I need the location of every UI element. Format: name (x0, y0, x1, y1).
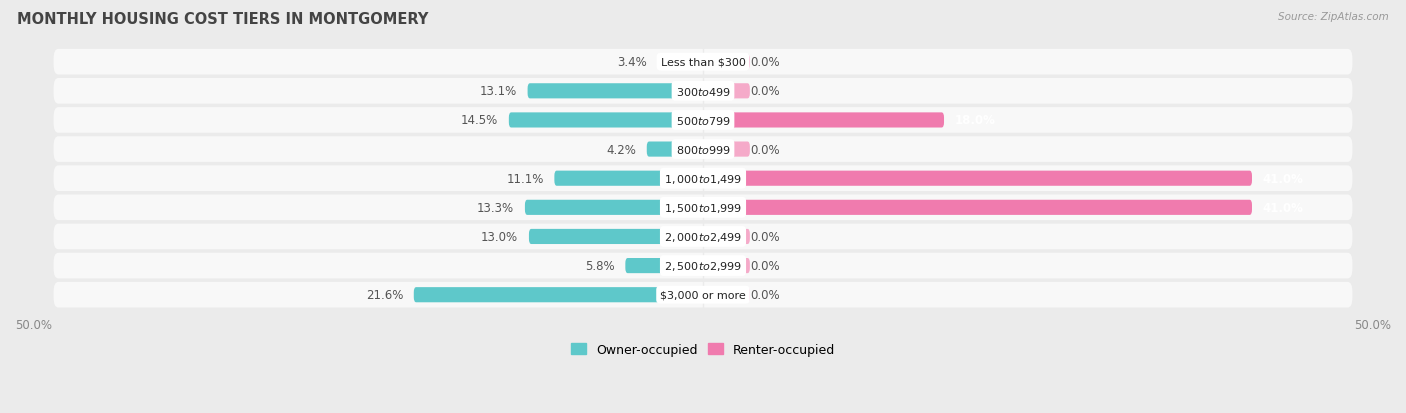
FancyBboxPatch shape (529, 229, 703, 244)
FancyBboxPatch shape (703, 229, 749, 244)
Text: 5.8%: 5.8% (585, 259, 614, 273)
Text: 4.2%: 4.2% (606, 143, 636, 156)
FancyBboxPatch shape (53, 79, 1353, 104)
FancyBboxPatch shape (524, 200, 703, 216)
Text: $300 to $499: $300 to $499 (675, 85, 731, 97)
FancyBboxPatch shape (703, 287, 749, 303)
Text: 0.0%: 0.0% (749, 230, 779, 243)
Text: 3.4%: 3.4% (617, 56, 647, 69)
Text: 13.0%: 13.0% (481, 230, 519, 243)
Text: 0.0%: 0.0% (749, 143, 779, 156)
FancyBboxPatch shape (703, 84, 749, 99)
FancyBboxPatch shape (554, 171, 703, 186)
Text: 0.0%: 0.0% (749, 259, 779, 273)
Text: 18.0%: 18.0% (955, 114, 995, 127)
FancyBboxPatch shape (658, 55, 703, 70)
Text: $500 to $799: $500 to $799 (675, 115, 731, 127)
Text: 41.0%: 41.0% (1263, 202, 1303, 214)
Text: Source: ZipAtlas.com: Source: ZipAtlas.com (1278, 12, 1389, 22)
Text: 0.0%: 0.0% (749, 56, 779, 69)
Text: 0.0%: 0.0% (749, 85, 779, 98)
FancyBboxPatch shape (509, 113, 703, 128)
FancyBboxPatch shape (703, 171, 1251, 186)
FancyBboxPatch shape (703, 113, 943, 128)
FancyBboxPatch shape (703, 200, 1251, 216)
FancyBboxPatch shape (53, 137, 1353, 162)
Text: Less than $300: Less than $300 (661, 57, 745, 67)
Text: 14.5%: 14.5% (461, 114, 498, 127)
Text: $1,500 to $1,999: $1,500 to $1,999 (664, 202, 742, 214)
FancyBboxPatch shape (53, 50, 1353, 75)
FancyBboxPatch shape (626, 259, 703, 273)
Text: 13.3%: 13.3% (477, 202, 515, 214)
FancyBboxPatch shape (703, 55, 749, 70)
Text: 13.1%: 13.1% (479, 85, 517, 98)
Text: 41.0%: 41.0% (1263, 172, 1303, 185)
FancyBboxPatch shape (413, 287, 703, 303)
Text: $2,000 to $2,499: $2,000 to $2,499 (664, 230, 742, 243)
FancyBboxPatch shape (53, 108, 1353, 133)
Text: $800 to $999: $800 to $999 (675, 144, 731, 156)
FancyBboxPatch shape (527, 84, 703, 99)
Legend: Owner-occupied, Renter-occupied: Owner-occupied, Renter-occupied (567, 338, 839, 361)
FancyBboxPatch shape (703, 259, 749, 273)
FancyBboxPatch shape (647, 142, 703, 157)
FancyBboxPatch shape (53, 166, 1353, 192)
FancyBboxPatch shape (703, 142, 749, 157)
Text: 0.0%: 0.0% (749, 289, 779, 301)
Text: $1,000 to $1,499: $1,000 to $1,499 (664, 172, 742, 185)
Text: 21.6%: 21.6% (366, 289, 404, 301)
FancyBboxPatch shape (53, 224, 1353, 250)
Text: MONTHLY HOUSING COST TIERS IN MONTGOMERY: MONTHLY HOUSING COST TIERS IN MONTGOMERY (17, 12, 429, 27)
Text: 11.1%: 11.1% (506, 172, 544, 185)
FancyBboxPatch shape (53, 195, 1353, 221)
FancyBboxPatch shape (53, 282, 1353, 308)
Text: $2,500 to $2,999: $2,500 to $2,999 (664, 259, 742, 273)
FancyBboxPatch shape (53, 253, 1353, 279)
Text: $3,000 or more: $3,000 or more (661, 290, 745, 300)
